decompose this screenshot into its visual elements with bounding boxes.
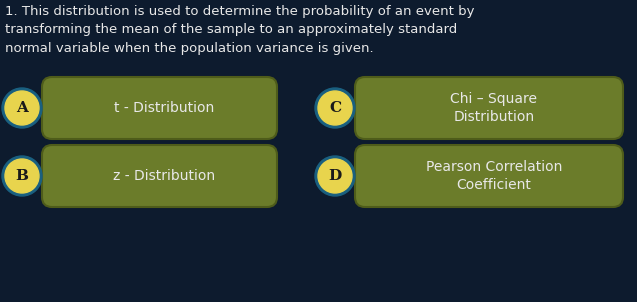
Circle shape <box>2 156 42 196</box>
Text: Chi – Square
Distribution: Chi – Square Distribution <box>450 92 538 124</box>
Text: 1. This distribution is used to determine the probability of an event by
transfo: 1. This distribution is used to determin… <box>5 5 475 55</box>
Circle shape <box>5 91 39 125</box>
Text: z - Distribution: z - Distribution <box>113 169 215 183</box>
FancyBboxPatch shape <box>42 77 277 139</box>
Circle shape <box>315 156 355 196</box>
Text: B: B <box>15 169 29 183</box>
Circle shape <box>318 159 352 193</box>
Text: A: A <box>16 101 28 115</box>
Circle shape <box>315 88 355 128</box>
Text: C: C <box>329 101 341 115</box>
FancyBboxPatch shape <box>355 145 623 207</box>
FancyBboxPatch shape <box>355 77 623 139</box>
Circle shape <box>2 88 42 128</box>
Text: Pearson Correlation
Coefficient: Pearson Correlation Coefficient <box>426 160 562 192</box>
FancyBboxPatch shape <box>42 145 277 207</box>
Circle shape <box>318 91 352 125</box>
Text: t - Distribution: t - Distribution <box>115 101 215 115</box>
Circle shape <box>5 159 39 193</box>
Text: D: D <box>329 169 341 183</box>
